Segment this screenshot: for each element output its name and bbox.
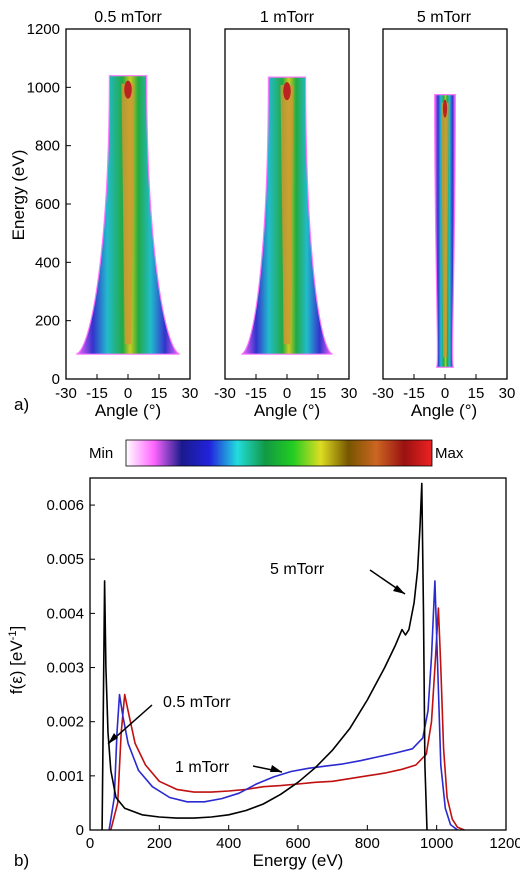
colorbar-max-label: Max [435,445,464,462]
panel-b-letter: b) [14,851,29,870]
annotation-05mtorr-arrowhead [108,733,118,744]
x-tick-label: 30 [341,385,358,402]
colorbar-min-label: Min [89,445,113,462]
y-tick-label: 800 [35,138,60,155]
series-line-5-mtorr [101,482,428,831]
x-tick-label: 15 [151,385,168,402]
x-tick-label: 200 [147,835,172,852]
y-tick-label: 0 [76,822,84,839]
y-tick-label: 1000 [27,79,60,96]
heatmap-core [121,83,135,345]
panel-a-x-axis-05mtorr: -30 -15 0 15 30 [55,374,198,402]
x-tick-label: -15 [86,385,108,402]
annotation-1mtorr-arrowhead [270,765,282,772]
heatmap-panel-5mtorr: 5 mTorr -30 -15 0 15 30 Angle (°) [372,9,515,420]
x-tick-label: 15 [310,385,327,402]
annotation-05mtorr-label: 0.5 mTorr [163,694,231,711]
panel-title-1mtorr: 1 mTorr [260,9,315,26]
panel-a-y-axis: 0 200 400 600 800 1000 1200 [27,21,71,388]
x-tick-label: 0 [86,835,94,852]
annotation-5mtorr-label: 5 mTorr [270,561,325,578]
y-tick-label: 200 [35,313,60,330]
panel-title-5mtorr: 5 mTorr [417,9,472,26]
panel-b-lines [101,482,465,831]
panel-a-x-axis-5mtorr: -30 -15 0 15 30 [372,374,515,402]
y-tick-label: 600 [35,196,60,213]
panel-b-xlabel: Energy (eV) [253,851,344,870]
x-tick-label: 1000 [420,835,453,852]
panel-b: f(ε) [eV-1] 0 0.001 0.002 0.003 0.004 0.005 0.… [7,477,520,870]
x-tick-label: 400 [216,835,241,852]
x-tick-label: -30 [214,385,236,402]
heatmap-peak [124,80,132,99]
heatmap-peak [442,99,448,118]
heatmap-core [280,85,294,345]
colorbar: Min Max [89,439,464,467]
y-tick-label: 0.004 [46,605,84,622]
panel-a-ylabel: Energy (eV) [9,150,28,241]
series-line-05-mtorr [110,607,465,831]
annotation-05mtorr: 0.5 mTorr [107,694,231,745]
heatmap-image-1mtorr [241,76,333,355]
x-tick-label: 0 [283,385,291,402]
x-tick-label: 0 [124,385,132,402]
x-tick-label: -15 [403,385,425,402]
panel-a-xlabel-1mtorr: Angle (°) [254,401,320,420]
panel-title-05mtorr: 0.5 mTorr [94,9,162,26]
heatmap-core [441,102,449,358]
heatmap-image-05mtorr [76,75,180,355]
x-tick-label: 800 [355,835,380,852]
annotation-5mtorr-arrowhead [393,585,405,594]
x-tick-label: 15 [468,385,485,402]
panel-a-xlabel-05mtorr: Angle (°) [95,401,161,420]
y-tick-label: 1200 [27,21,60,38]
x-tick-label: 1200 [489,835,520,852]
y-tick-label: 0.002 [46,714,84,731]
annotation-5mtorr: 5 mTorr [270,561,406,595]
x-tick-label: 30 [182,385,199,402]
heatmap-panel-05mtorr: 0.5 mTorr -30 -15 0 15 30 Angle (°) [55,9,198,420]
y-tick-label: 0.005 [46,551,84,568]
heatmap-image-5mtorr [434,94,456,368]
x-tick-label: -15 [245,385,267,402]
y-tick-label: 0 [52,371,60,388]
panel-b-x-axis: 0 200 400 600 800 1000 1200 [86,825,520,852]
panel-a-xlabel-5mtorr: Angle (°) [411,401,477,420]
panel-a-x-axis-1mtorr: -30 -15 0 15 30 [214,374,357,402]
panel-a: Energy (eV) 0 200 400 600 800 1000 1200 0.5 mT… [9,9,515,420]
x-tick-label: -30 [372,385,394,402]
y-tick-label: 0.003 [46,660,84,677]
series-line-1-mtorr [108,580,458,831]
y-tick-label: 400 [35,254,60,271]
heatmap-panel-1mtorr: 1 mTorr -30 -15 0 15 30 Angle (°) [214,9,357,420]
panel-b-frame [89,477,507,831]
y-tick-label: 0.006 [46,497,84,514]
x-tick-label: 0 [441,385,449,402]
colorbar-bar [125,439,433,467]
annotation-1mtorr: 1 mTorr [175,759,283,776]
y-tick-label: 0.001 [46,768,84,785]
x-tick-label: 30 [499,385,516,402]
x-tick-label: -30 [55,385,77,402]
panel-b-y-axis: 0 0.001 0.002 0.003 0.004 0.005 0.006 [46,497,95,839]
panel-b-ylabel: f(ε) [eV-1] [7,626,26,694]
x-tick-label: 600 [285,835,310,852]
annotation-1mtorr-label: 1 mTorr [175,759,230,776]
heatmap-peak [283,82,291,101]
panel-a-letter: a) [14,395,29,414]
